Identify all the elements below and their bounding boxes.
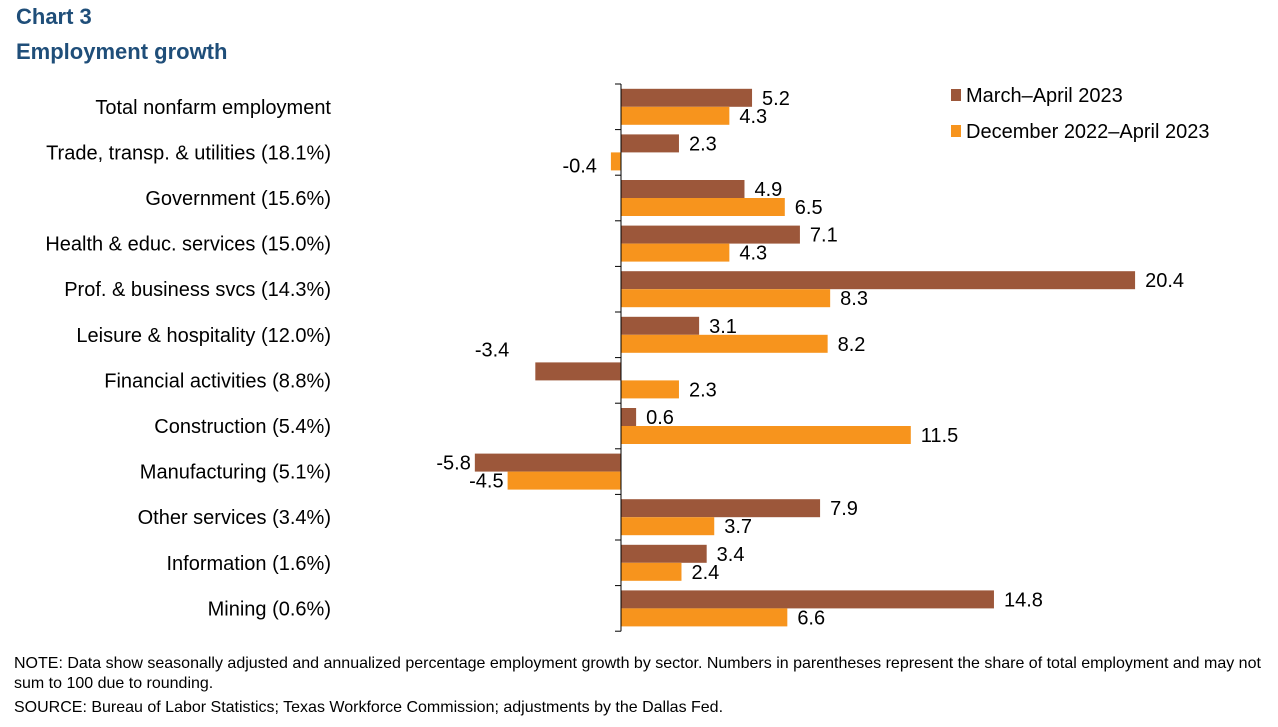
value-label-manufacturing-5-1-series-2: -4.5 bbox=[469, 471, 503, 493]
value-label-financial-activities-8-8-series-1: -3.4 bbox=[475, 339, 509, 361]
bar-health-educ-services-15-0-series-1 bbox=[621, 225, 800, 244]
value-labels: 5.24.32.3-0.44.96.57.14.320.48.33.18.2-3… bbox=[436, 88, 1184, 630]
legend-swatch-series-2 bbox=[951, 125, 961, 137]
category-label-health-educ-services-15-0: Health & educ. services (15.0%) bbox=[45, 234, 331, 256]
bar-financial-activities-8-8-series-2 bbox=[621, 380, 679, 399]
category-label-mining-0-6: Mining (0.6%) bbox=[208, 598, 331, 620]
chart-title: Chart 3 bbox=[16, 4, 92, 29]
axis-ticks bbox=[615, 83, 621, 632]
category-label-manufacturing-5-1: Manufacturing (5.1%) bbox=[140, 462, 331, 484]
value-label-prof-business-svcs-14-3-series-2: 8.3 bbox=[840, 288, 868, 310]
source-text: SOURCE: Bureau of Labor Statistics; Texa… bbox=[14, 699, 724, 716]
bar-prof-business-svcs-14-3-series-1 bbox=[621, 271, 1136, 290]
bar-mining-0-6-series-2 bbox=[621, 608, 788, 627]
legend: March–April 2023 December 2022–April 2023 bbox=[951, 85, 1210, 143]
bar-construction-5-4-series-1 bbox=[621, 408, 637, 426]
bar-mining-0-6-series-1 bbox=[621, 590, 994, 609]
bar-construction-5-4-series-2 bbox=[621, 426, 911, 444]
bar-manufacturing-5-1-series-2 bbox=[507, 471, 621, 490]
bar-information-1-6-series-1 bbox=[621, 544, 707, 563]
category-label-financial-activities-8-8: Financial activities (8.8%) bbox=[104, 370, 331, 392]
value-label-financial-activities-8-8-series-2: 2.3 bbox=[689, 379, 717, 401]
bar-trade-transp-utilities-18-1-series-1 bbox=[621, 134, 679, 153]
category-label-prof-business-svcs-14-3: Prof. & business svcs (14.3%) bbox=[64, 279, 331, 301]
value-label-other-services-3-4-series-1: 7.9 bbox=[830, 498, 858, 520]
value-label-government-15-6-series-2: 6.5 bbox=[795, 197, 823, 219]
value-label-trade-transp-utilities-18-1-series-2: -0.4 bbox=[562, 155, 596, 177]
bar-government-15-6-series-2 bbox=[621, 198, 785, 216]
value-label-information-1-6-series-1: 3.4 bbox=[717, 544, 745, 566]
bar-leisure-hospitality-12-0-series-2 bbox=[621, 334, 828, 353]
category-label-leisure-hospitality-12-0: Leisure & hospitality (12.0%) bbox=[76, 325, 331, 347]
value-label-trade-transp-utilities-18-1-series-1: 2.3 bbox=[689, 133, 717, 155]
bar-health-educ-services-15-0-series-2 bbox=[621, 243, 730, 262]
bars bbox=[474, 88, 1136, 627]
value-label-health-educ-services-15-0-series-1: 7.1 bbox=[810, 225, 838, 247]
value-label-total-nonfarm-employment-series-1: 5.2 bbox=[762, 88, 790, 110]
value-label-leisure-hospitality-12-0-series-1: 3.1 bbox=[709, 316, 737, 338]
category-label-total-nonfarm-employment: Total nonfarm employment bbox=[95, 97, 331, 119]
bar-prof-business-svcs-14-3-series-2 bbox=[621, 289, 831, 308]
bar-total-nonfarm-employment-series-2 bbox=[621, 106, 730, 125]
bar-manufacturing-5-1-series-1 bbox=[474, 453, 621, 472]
value-label-government-15-6-series-1: 4.9 bbox=[754, 179, 782, 201]
bar-other-services-3-4-series-2 bbox=[621, 517, 715, 536]
value-label-other-services-3-4-series-2: 3.7 bbox=[724, 516, 752, 538]
bar-government-15-6-series-1 bbox=[621, 180, 745, 198]
bar-information-1-6-series-2 bbox=[621, 562, 682, 581]
category-label-trade-transp-utilities-18-1: Trade, transp. & utilities (18.1%) bbox=[46, 142, 331, 164]
legend-swatch-series-1 bbox=[951, 89, 961, 101]
bar-financial-activities-8-8-series-1 bbox=[535, 362, 621, 381]
category-label-other-services-3-4: Other services (3.4%) bbox=[138, 507, 331, 529]
bar-trade-transp-utilities-18-1-series-2 bbox=[610, 152, 621, 171]
bar-leisure-hospitality-12-0-series-1 bbox=[621, 316, 700, 335]
bar-other-services-3-4-series-1 bbox=[621, 499, 821, 518]
value-label-construction-5-4-series-1: 0.6 bbox=[646, 407, 674, 429]
value-label-construction-5-4-series-2: 11.5 bbox=[921, 425, 958, 447]
value-label-health-educ-services-15-0-series-2: 4.3 bbox=[739, 243, 767, 265]
value-label-leisure-hospitality-12-0-series-2: 8.2 bbox=[838, 334, 866, 356]
legend-label-series-2: December 2022–April 2023 bbox=[966, 121, 1210, 143]
note-text: NOTE: Data show seasonally adjusted and … bbox=[14, 655, 1261, 692]
value-label-total-nonfarm-employment-series-2: 4.3 bbox=[739, 106, 767, 128]
bar-total-nonfarm-employment-series-1 bbox=[621, 88, 753, 107]
value-label-information-1-6-series-2: 2.4 bbox=[691, 562, 719, 584]
category-label-construction-5-4: Construction (5.4%) bbox=[154, 416, 331, 438]
category-label-information-1-6: Information (1.6%) bbox=[166, 553, 331, 575]
value-label-mining-0-6-series-1: 14.8 bbox=[1004, 589, 1043, 611]
value-label-prof-business-svcs-14-3-series-1: 20.4 bbox=[1145, 270, 1184, 292]
value-label-manufacturing-5-1-series-1: -5.8 bbox=[436, 453, 470, 475]
category-labels: Total nonfarm employment Trade, transp. &… bbox=[45, 97, 331, 621]
category-label-government-15-6: Government (15.6%) bbox=[145, 188, 331, 210]
legend-label-series-1: March–April 2023 bbox=[966, 85, 1123, 107]
chart-subtitle: Employment growth bbox=[16, 39, 228, 64]
value-label-mining-0-6-series-2: 6.6 bbox=[797, 607, 825, 629]
